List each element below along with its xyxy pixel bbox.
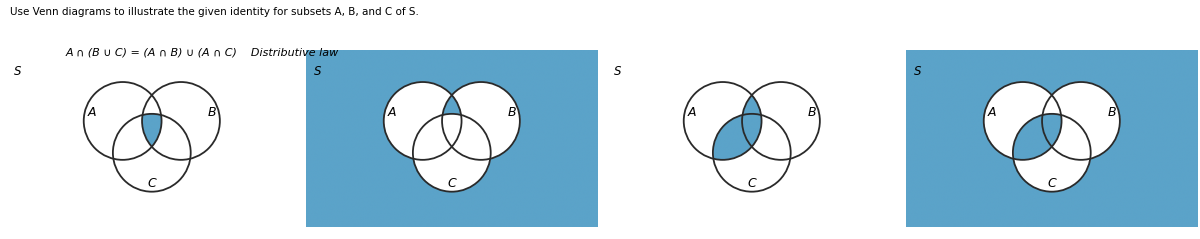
Text: B: B	[808, 106, 816, 119]
Text: A: A	[688, 106, 696, 119]
Text: C: C	[448, 177, 456, 190]
Text: S: S	[314, 65, 322, 78]
Text: B: B	[1108, 106, 1116, 119]
Text: B: B	[208, 106, 216, 119]
Text: A: A	[388, 106, 396, 119]
Text: B: B	[508, 106, 516, 119]
Text: A ∩ (B ∪ C) = (A ∩ B) ∪ (A ∩ C)    Distributive law: A ∩ (B ∪ C) = (A ∩ B) ∪ (A ∩ C) Distribu…	[66, 48, 340, 58]
Text: C: C	[748, 177, 756, 190]
Text: Use Venn diagrams to illustrate the given identity for subsets A, B, and C of S.: Use Venn diagrams to illustrate the give…	[10, 7, 419, 17]
Text: C: C	[148, 177, 156, 190]
Text: A: A	[88, 106, 96, 119]
Text: S: S	[14, 65, 22, 78]
Text: C: C	[1048, 177, 1056, 190]
Text: A: A	[988, 106, 996, 119]
Text: S: S	[914, 65, 922, 78]
Text: S: S	[614, 65, 622, 78]
